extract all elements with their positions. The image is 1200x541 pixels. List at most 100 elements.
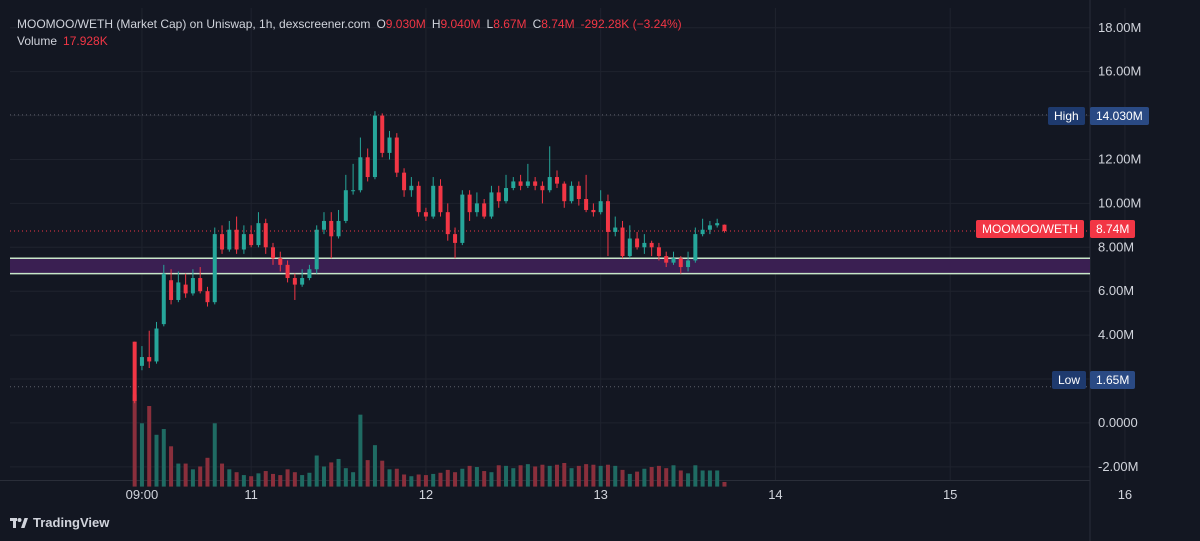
high-tag-label: High [1048, 107, 1085, 125]
candle-body [453, 234, 458, 243]
y-tick-label: 16.00M [1098, 64, 1141, 79]
tradingview-logo-text: TradingView [33, 515, 110, 530]
candle-body [438, 185, 443, 213]
legend-row-volume: Volume 17.928K [17, 33, 682, 50]
y-tick-label: 0.0000 [1098, 415, 1138, 430]
candle-body [554, 177, 559, 184]
candle-body [147, 357, 152, 362]
candle-body [707, 225, 712, 230]
volume-bar [220, 463, 225, 487]
candle-body [292, 278, 297, 285]
high-tag-value: 14.030M [1090, 107, 1149, 125]
volume-bar [190, 469, 195, 487]
x-tick-label: 14 [768, 487, 782, 502]
x-tick-label: 16 [1118, 487, 1132, 502]
candle-body [336, 220, 341, 237]
volume-bar [329, 462, 334, 487]
candle-body [474, 203, 479, 213]
volume-bar [591, 464, 596, 487]
volume-bar [467, 465, 472, 487]
volume-bar [489, 472, 494, 487]
volume-bar [394, 468, 399, 487]
volume-bar [598, 465, 603, 487]
volume-bar [569, 468, 574, 487]
candle-body [154, 328, 159, 362]
candle-body [598, 201, 603, 213]
candle-body [358, 157, 363, 191]
candle-body [190, 278, 195, 294]
volume-bar [453, 472, 458, 487]
volume-bar [402, 474, 407, 487]
volume-bar [576, 465, 581, 487]
y-tick-label: 8.00M [1098, 239, 1134, 254]
candle-body [372, 115, 377, 178]
y-axis[interactable]: -2.00M0.00002.00M4.00M6.00M8.00M10.00M12… [1098, 20, 1141, 474]
volume-bar [358, 414, 363, 487]
volume-bar [336, 458, 341, 487]
volume-bar [707, 470, 712, 487]
candle-body [569, 185, 574, 202]
candle-body [700, 229, 705, 235]
x-tick-label: 15 [943, 487, 957, 502]
volume-bars [132, 394, 727, 487]
x-axis[interactable]: 09:00 11 12 13 14 15 16 [126, 487, 1133, 502]
volume-bar [474, 467, 479, 487]
candle-body [183, 284, 188, 294]
volume-bar [380, 460, 385, 487]
candle-body [431, 185, 436, 217]
candle-body [562, 183, 567, 202]
candle-body [263, 223, 268, 248]
candle-body [540, 185, 545, 191]
candle-body [686, 260, 691, 268]
candle-body [496, 192, 501, 202]
candle-body [489, 192, 494, 217]
legend-symbol[interactable]: MOOMOO/WETH (Market Cap) on Uniswap, 1h,… [17, 17, 371, 31]
candle-body [329, 220, 334, 237]
volume-bar [387, 469, 392, 487]
candle-body [212, 234, 217, 303]
volume-bar [562, 462, 567, 487]
candle-body [664, 256, 669, 263]
candle-body [139, 357, 144, 366]
candle-body [627, 238, 632, 257]
candle-body [722, 224, 727, 232]
volume-bar [496, 465, 501, 487]
candle-body [649, 242, 654, 248]
candle-body [249, 234, 254, 246]
volume-bar [147, 406, 152, 487]
volume-bar [642, 468, 647, 487]
volume-bar [518, 465, 523, 487]
candle-body [693, 234, 698, 261]
volume-bar [351, 472, 356, 487]
volume-bar [693, 465, 698, 487]
volume-bar [678, 470, 683, 487]
candle-body [394, 137, 399, 173]
candle-body [533, 181, 538, 186]
candle-body [656, 247, 661, 257]
volume-bar [511, 468, 516, 487]
candle-body [271, 247, 276, 259]
legend-row-ohlc: MOOMOO/WETH (Market Cap) on Uniswap, 1h,… [17, 16, 682, 33]
candle-body [300, 278, 305, 285]
candle-body [511, 181, 516, 189]
candle-body [132, 341, 137, 401]
volume-bar [249, 476, 254, 487]
candle-body [285, 264, 290, 279]
candle-body [307, 269, 312, 279]
candle-body [518, 181, 523, 186]
volume-bar [285, 469, 290, 487]
volume-bar [584, 464, 589, 487]
legend-low: 8.67M [493, 17, 527, 31]
volume-bar [307, 472, 312, 487]
volume-bar [169, 446, 174, 487]
candle-body [642, 242, 647, 248]
candle-body [169, 280, 174, 300]
tradingview-logo[interactable]: TradingView [10, 515, 109, 530]
volume-bar [649, 467, 654, 487]
legend-high-label: H [431, 17, 441, 31]
volume-bar [635, 471, 640, 487]
candle-body [234, 229, 239, 250]
support-band-fill [10, 258, 1090, 274]
volume-bar [292, 472, 297, 487]
